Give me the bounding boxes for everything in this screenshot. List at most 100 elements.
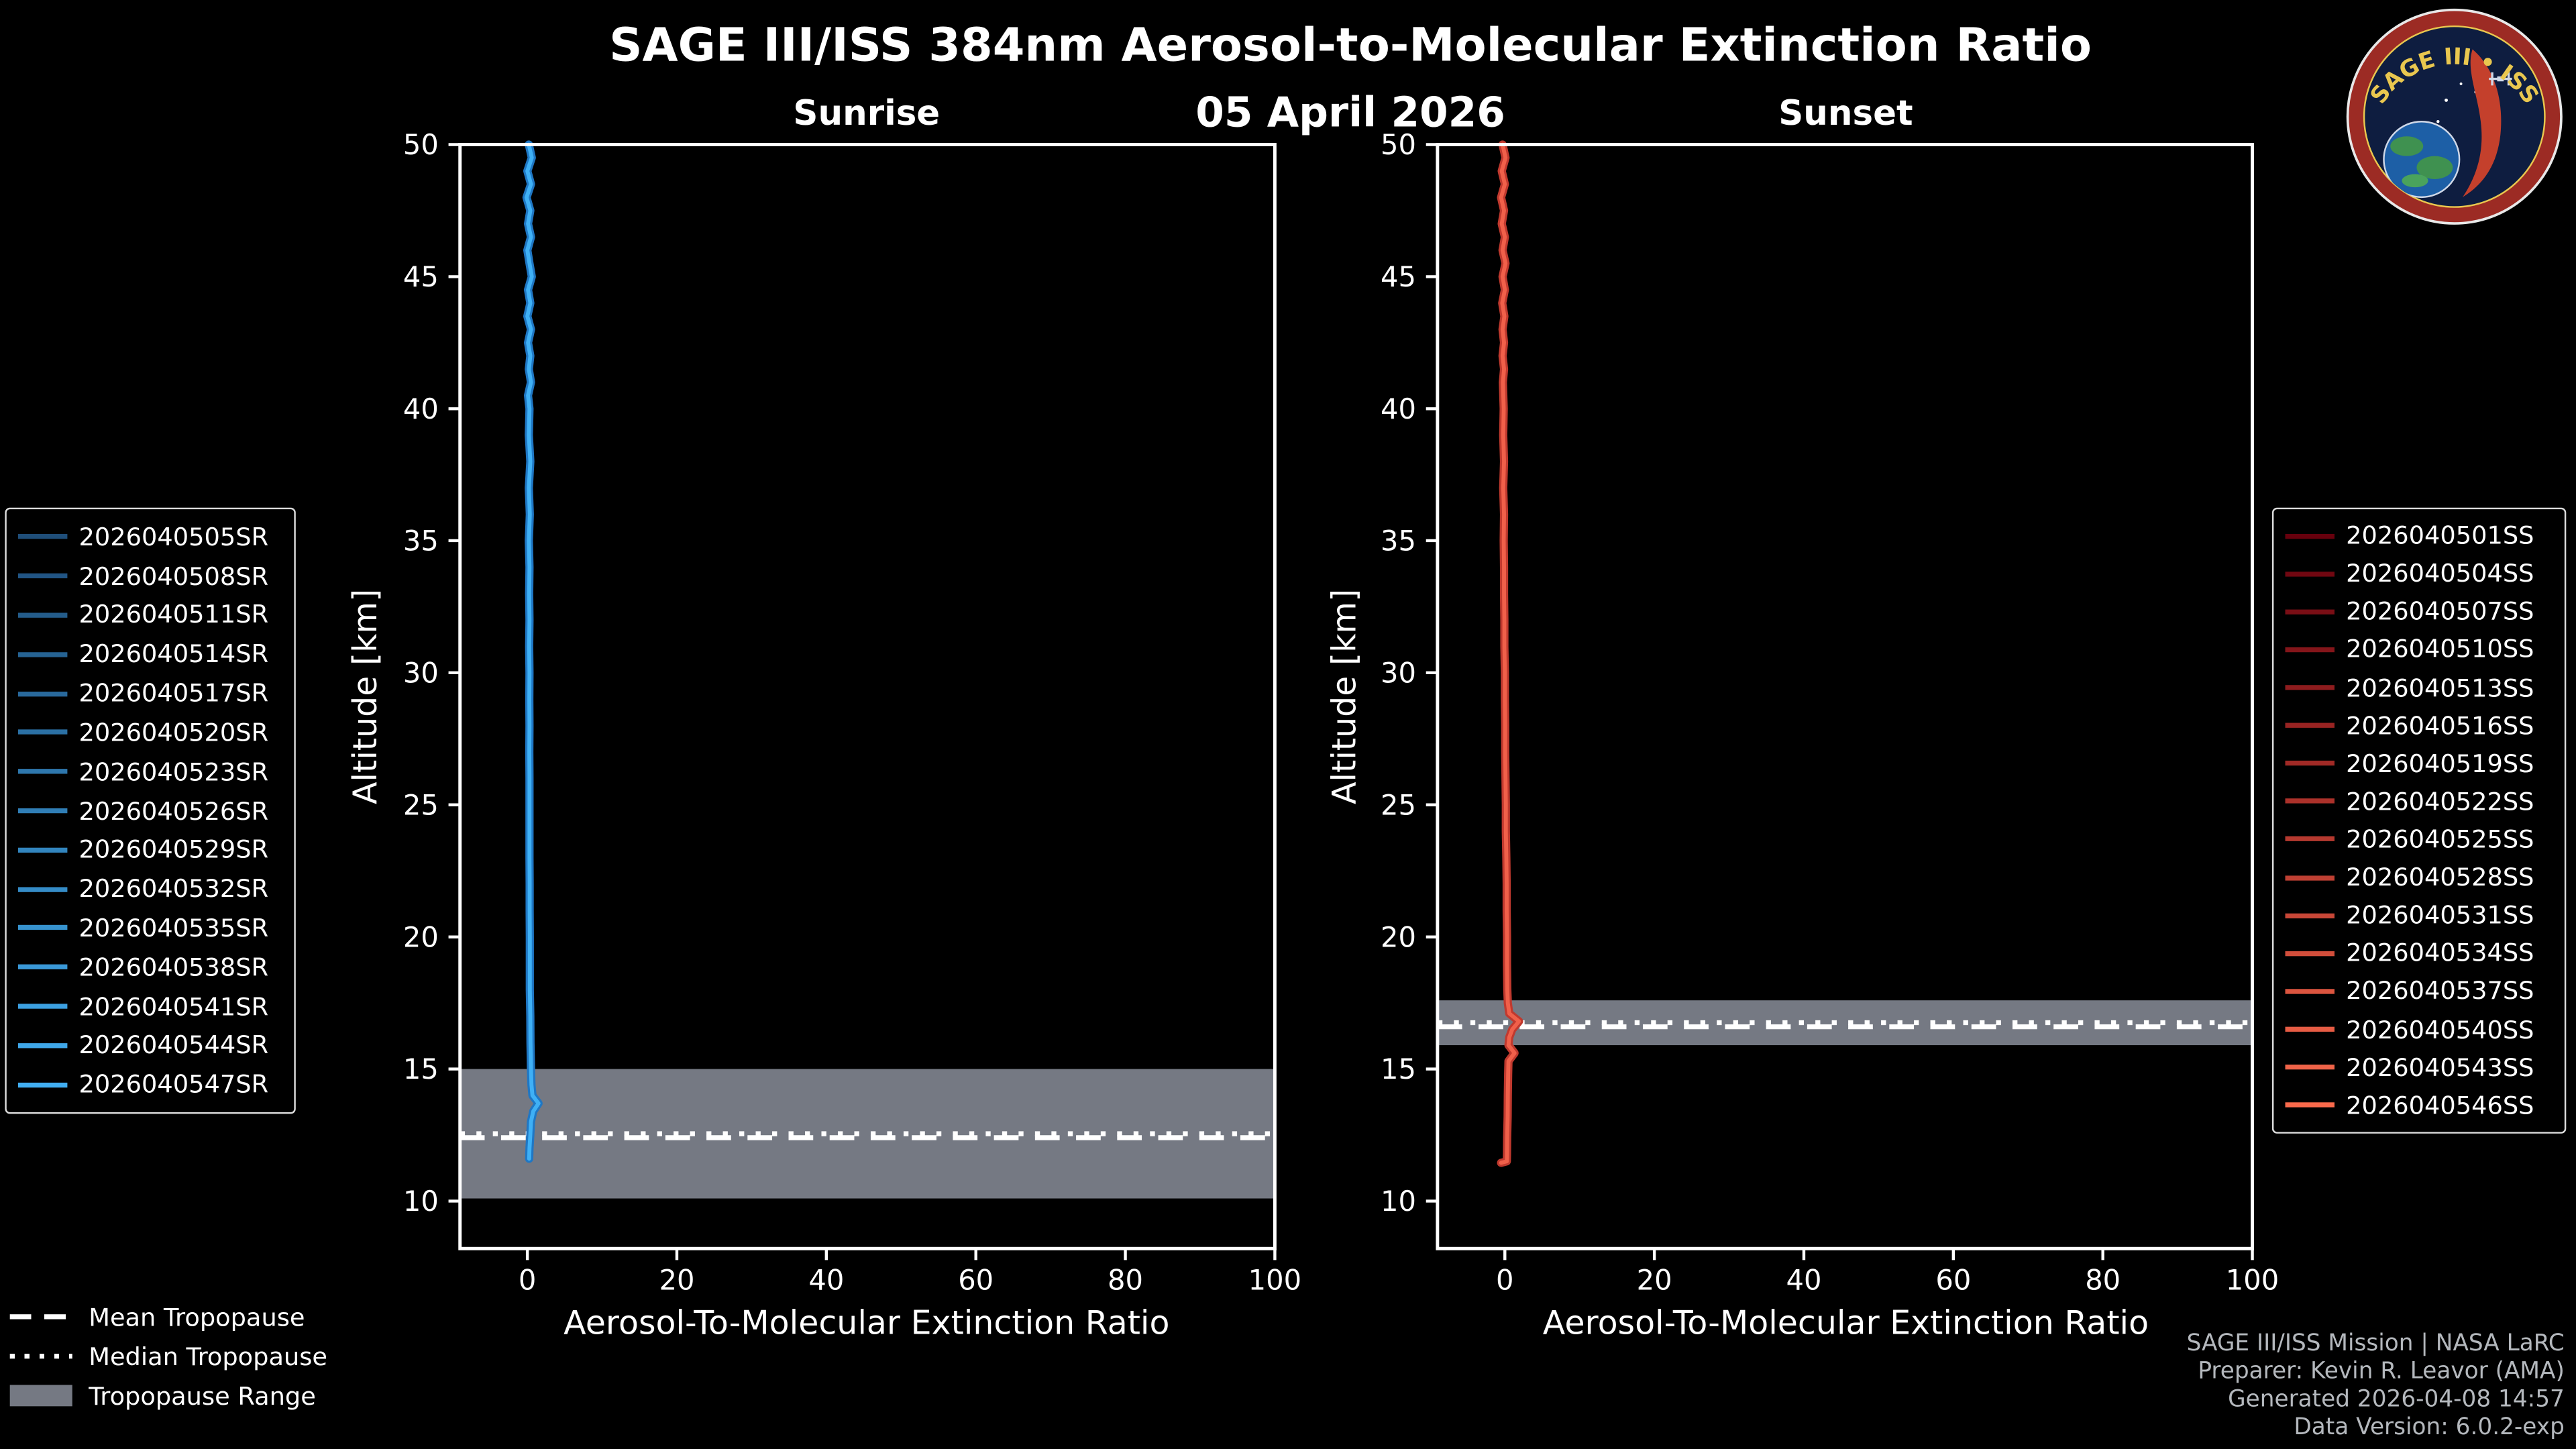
legend-label: 2026040526SR	[78, 796, 269, 826]
legend-item: 2026040528SS	[2285, 863, 2553, 892]
x-tick-label: 0	[1496, 1263, 1513, 1296]
legend-line-swatch	[2285, 685, 2335, 690]
band-sample	[9, 1385, 72, 1407]
legend-line-swatch	[2285, 951, 2335, 956]
legend-label: 2026040529SR	[78, 835, 269, 865]
y-tick-label: 15	[403, 1053, 439, 1085]
legend-item: 2026040532SR	[17, 874, 282, 904]
logo-art	[2383, 49, 2512, 199]
legend-label: 2026040544SR	[78, 1030, 269, 1061]
x-tick-label: 20	[1637, 1263, 1672, 1296]
legend-line-swatch	[17, 886, 68, 892]
legend-line-swatch	[2285, 1102, 2335, 1108]
panel-title-sunset: Sunset	[1778, 93, 1913, 133]
legend-label: 2026040519SS	[2346, 749, 2534, 779]
legend-label: 2026040534SS	[2346, 938, 2534, 969]
y-tick-label: 50	[1381, 128, 1416, 161]
legend-item: 2026040547SR	[17, 1069, 282, 1099]
sunset-event-legend: 2026040501SS 2026040504SS 2026040507SS 2026…	[2271, 507, 2567, 1134]
logo-iss-icon	[2489, 72, 2512, 86]
y-tick-label: 45	[1381, 260, 1416, 293]
y-tick-label: 30	[1381, 657, 1416, 690]
legend-line-swatch	[17, 965, 68, 970]
legend-line-swatch	[2285, 533, 2335, 539]
y-tick-label: 45	[403, 260, 439, 293]
legend-line-swatch	[17, 925, 68, 931]
axes-frame	[1436, 143, 2255, 1250]
x-tick-label: 80	[1108, 1263, 1143, 1296]
legend-label: 2026040513SS	[2346, 672, 2534, 703]
legend-label: 2026040543SS	[2346, 1052, 2534, 1082]
legend-line-swatch	[17, 1004, 68, 1009]
legend-line-swatch	[2285, 1065, 2335, 1070]
legend-line-swatch	[17, 847, 68, 853]
sunrise-plot: 0 20 40 60 80 100 10 15 20 25 30 35 40 45 50	[403, 128, 1301, 1296]
logo-figure	[2463, 49, 2502, 197]
legend-item: 2026040504SS	[2285, 559, 2553, 588]
legend-line-swatch	[17, 730, 68, 735]
legend-line-swatch	[2285, 571, 2335, 576]
legend-line-swatch	[2285, 837, 2335, 843]
y-tick-label: 25	[1381, 788, 1416, 821]
legend-item: 2026040501SS	[2285, 521, 2553, 551]
y-tick-label: 30	[403, 657, 439, 690]
legend-item: 2026040543SS	[2285, 1052, 2553, 1082]
sunrise-x-axis-label: Aerosol-To-Molecular Extinction Ratio	[564, 1303, 1170, 1342]
legend-label: 2026040505SR	[78, 522, 269, 552]
legend-item: 2026040507SS	[2285, 596, 2553, 627]
y-tick-label: 40	[403, 392, 439, 425]
legend-label: 2026040541SR	[78, 991, 269, 1022]
legend-label: 2026040540SS	[2346, 1014, 2534, 1044]
y-tick-label: 10	[403, 1185, 439, 1218]
legend-line-swatch	[2285, 722, 2335, 729]
legend-line-swatch	[17, 651, 68, 657]
axes-frame	[458, 143, 1277, 1250]
legend-line-swatch	[2285, 875, 2335, 880]
credits: SAGE III/ISS Mission | NASA LaRC Preparer…	[2187, 1331, 2565, 1443]
dotted-sample	[9, 1353, 72, 1359]
legend-line-swatch	[17, 808, 68, 814]
sage-iii-iss-mission-patch-icon: SAGE III • ISS	[2346, 8, 2563, 225]
y-tick-label: 35	[403, 525, 439, 557]
legend-line-swatch	[2285, 1026, 2335, 1032]
y-tick-label: 10	[1381, 1185, 1416, 1218]
tropopause-legend-item: Median Tropopause	[9, 1341, 327, 1371]
legend-line-swatch	[17, 690, 68, 696]
legend-label: 2026040507SS	[2346, 596, 2534, 627]
legend-item: 2026040544SR	[17, 1030, 282, 1061]
sunset-x-axis-label: Aerosol-To-Molecular Extinction Ratio	[1542, 1303, 2149, 1342]
legend-label: 2026040538SR	[78, 952, 269, 982]
legend-line-swatch	[2285, 912, 2335, 918]
y-tick-label: 35	[1381, 525, 1416, 557]
legend-item: 2026040546SS	[2285, 1090, 2553, 1120]
legend-label: 2026040535SR	[78, 913, 269, 943]
legend-item: 2026040537SS	[2285, 977, 2553, 1006]
x-tick-label: 100	[1248, 1263, 1301, 1296]
legend-label: 2026040517SR	[78, 678, 269, 708]
legend-item: 2026040514SR	[17, 639, 282, 669]
sunset-plot: 0 20 40 60 80 100 10 15 20 25 30 35 40 45 50	[1381, 128, 2279, 1296]
legend-label: 2026040522SS	[2346, 786, 2534, 816]
legend-item: 2026040540SS	[2285, 1014, 2553, 1044]
figure-date: 05 April 2026	[1195, 89, 1505, 137]
legend-line-swatch	[17, 612, 68, 618]
legend-item: 2026040534SS	[2285, 938, 2553, 969]
y-tick-label: 40	[1381, 392, 1416, 425]
legend-label: 2026040546SS	[2346, 1090, 2534, 1120]
x-tick-label: 40	[808, 1263, 844, 1296]
legend-label: 2026040514SR	[78, 639, 269, 669]
sunrise-y-axis-label: Altitude [km]	[345, 588, 385, 805]
profile-line-inner	[1499, 142, 1521, 1165]
legend-label: 2026040501SS	[2346, 521, 2534, 551]
tropopause-legend-label: Tropopause Range	[89, 1381, 316, 1411]
legend-label: 2026040508SR	[78, 561, 269, 591]
credit-line: Preparer: Kevin R. Leavor (AMA)	[2198, 1358, 2565, 1385]
legend-label: 2026040547SR	[78, 1069, 269, 1099]
y-tick-label: 20	[403, 920, 439, 953]
tropopause-legend-item: Mean Tropopause	[9, 1302, 327, 1332]
legend-line-swatch	[2285, 989, 2335, 994]
legend-label: 2026040510SS	[2346, 635, 2534, 665]
legend-item: 2026040510SS	[2285, 635, 2553, 665]
tropopause-legend-label: Median Tropopause	[89, 1341, 327, 1371]
figure-title: SAGE III/ISS 384nm Aerosol-to-Molecular …	[609, 17, 2092, 72]
